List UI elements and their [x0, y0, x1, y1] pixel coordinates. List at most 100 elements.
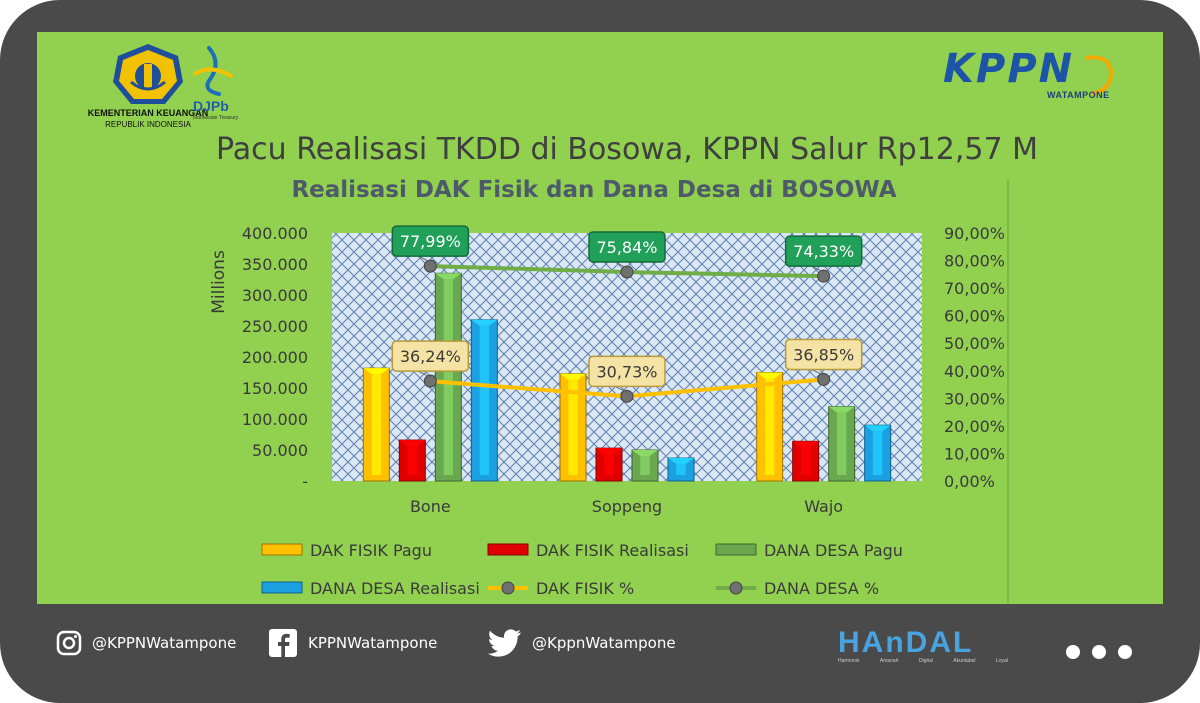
bar — [434, 272, 462, 482]
legend-item: DAK FISIK Realisasi — [487, 541, 689, 560]
line-point — [423, 259, 437, 273]
twitter-icon — [488, 629, 521, 657]
svg-text:DANA DESA Realisasi: DANA DESA Realisasi — [310, 579, 480, 598]
data-label: 74,33% — [784, 235, 863, 273]
instagram-icon — [56, 630, 82, 656]
bar — [792, 440, 820, 482]
bar — [756, 372, 784, 482]
chart-title: Realisasi DAK Fisik dan Dana Desa di BOS… — [291, 177, 896, 203]
y-axis-label: Millions — [209, 250, 229, 314]
line-point — [817, 372, 831, 386]
instagram-link[interactable]: @KPPNWatampone — [56, 628, 236, 658]
bar — [828, 406, 856, 482]
legend-item: DANA DESA Realisasi — [261, 579, 480, 598]
kemenkeu-emblem-icon — [113, 44, 183, 104]
y2-tick-label: 70,00% — [944, 279, 1005, 298]
djpb-logo: DJPb Indonesian Treasury — [187, 44, 247, 124]
bar — [398, 439, 426, 482]
svg-text:DAK FISIK %: DAK FISIK % — [536, 579, 634, 598]
kppn-arc-icon — [1084, 55, 1114, 96]
handal-value: Amanah — [879, 658, 899, 664]
y2-tick-label: 30,00% — [944, 389, 1005, 408]
x-tick-label: Wajo — [804, 497, 843, 516]
svg-text:74,33%: 74,33% — [793, 242, 854, 261]
kppn-logo: KPPN WATAMPONE — [935, 44, 1135, 104]
handal-logo: HAnDAL Harmonis Amanah Digital Akuntabel… — [838, 626, 1008, 666]
djpb-label: DJPb — [193, 98, 229, 114]
svg-text:DANA DESA Pagu: DANA DESA Pagu — [764, 541, 903, 560]
bar — [667, 457, 695, 482]
svg-text:36,24%: 36,24% — [400, 347, 461, 366]
data-label: 30,73% — [588, 355, 666, 393]
more-menu[interactable] — [1066, 645, 1132, 659]
data-label: 36,24% — [391, 340, 470, 378]
y-tick-label: - — [302, 472, 308, 491]
ministry-subname: REPUBLIK INDONESIA — [105, 120, 191, 129]
more-dot-icon — [1118, 645, 1132, 659]
y2-tick-label: 80,00% — [944, 252, 1005, 271]
line-point — [423, 374, 437, 388]
line-point — [620, 265, 634, 279]
y-tick-label: 400.000 — [242, 224, 308, 243]
y-tick-label: 300.000 — [242, 286, 308, 305]
facebook-link[interactable]: KPPNWatampone — [268, 628, 437, 658]
svg-text:77,99%: 77,99% — [400, 232, 461, 251]
data-label: 77,99% — [391, 225, 470, 263]
handal-value: Harmonis — [838, 658, 860, 664]
line-point — [620, 389, 634, 403]
kppn-office: WATAMPONE — [1047, 90, 1110, 100]
y-tick-label: 200.000 — [242, 348, 308, 367]
y2-tick-label: 40,00% — [944, 362, 1005, 381]
y-tick-label: 50.000 — [252, 441, 308, 460]
y-tick-label: 100.000 — [242, 410, 308, 429]
y-tick-label: 350.000 — [242, 255, 308, 274]
instagram-handle: @KPPNWatampone — [92, 634, 237, 652]
y2-tick-label: 0,00% — [944, 472, 995, 491]
x-tick-label: Soppeng — [592, 497, 662, 516]
data-label: 36,85% — [784, 338, 863, 376]
bar — [362, 367, 390, 482]
y-tick-label: 250.000 — [242, 317, 308, 336]
y2-tick-label: 20,00% — [944, 417, 1005, 436]
y2-tick-label: 10,00% — [944, 444, 1005, 463]
djpb-sublabel: Indonesian Treasury — [193, 115, 239, 121]
handal-value: Akuntabel — [953, 658, 976, 664]
handal-wordmark: HAnDAL — [838, 626, 974, 659]
bar — [864, 424, 892, 482]
djpb-swirl-icon — [193, 46, 233, 96]
svg-text:30,73%: 30,73% — [596, 362, 657, 381]
bar — [595, 447, 623, 482]
legend-item: DAK FISIK Pagu — [261, 541, 432, 560]
y2-tick-label: 60,00% — [944, 307, 1005, 326]
handal-value: Loyal — [996, 658, 1008, 664]
ministry-name: KEMENTERIAN KEUANGAN — [87, 108, 209, 118]
bar — [470, 319, 498, 482]
facebook-handle: KPPNWatampone — [308, 634, 438, 652]
facebook-icon — [269, 629, 297, 657]
twitter-handle: @KppnWatampone — [532, 634, 676, 652]
more-dot-icon — [1066, 645, 1080, 659]
svg-text:DANA DESA %: DANA DESA % — [764, 579, 879, 598]
kppn-wordmark: KPPN — [943, 46, 1075, 92]
handal-value: Digital — [918, 658, 933, 664]
y2-tick-label: 90,00% — [944, 224, 1005, 243]
legend-item: DANA DESA Pagu — [715, 541, 903, 560]
line-point — [817, 269, 831, 283]
bar — [631, 449, 659, 482]
svg-text:DAK FISIK Pagu: DAK FISIK Pagu — [310, 541, 432, 560]
y2-tick-label: 50,00% — [944, 334, 1005, 353]
legend-item: DANA DESA % — [716, 579, 879, 598]
kemenkeu-logo: KEMENTERIAN KEUANGAN REPUBLIK INDONESIA — [83, 42, 213, 142]
svg-text:75,84%: 75,84% — [596, 238, 657, 257]
data-label: 75,84% — [588, 231, 666, 269]
handal-values: Harmonis Amanah Digital Akuntabel Loyal — [838, 658, 1008, 664]
headline: Pacu Realisasi TKDD di Bosowa, KPPN Salu… — [216, 132, 1038, 167]
legend-item: DAK FISIK % — [488, 579, 634, 598]
svg-text:36,85%: 36,85% — [793, 345, 854, 364]
more-dot-icon — [1092, 645, 1106, 659]
twitter-link[interactable]: @KppnWatampone — [488, 628, 676, 658]
svg-text:DAK FISIK Realisasi: DAK FISIK Realisasi — [536, 541, 689, 560]
y-tick-label: 150.000 — [242, 379, 308, 398]
